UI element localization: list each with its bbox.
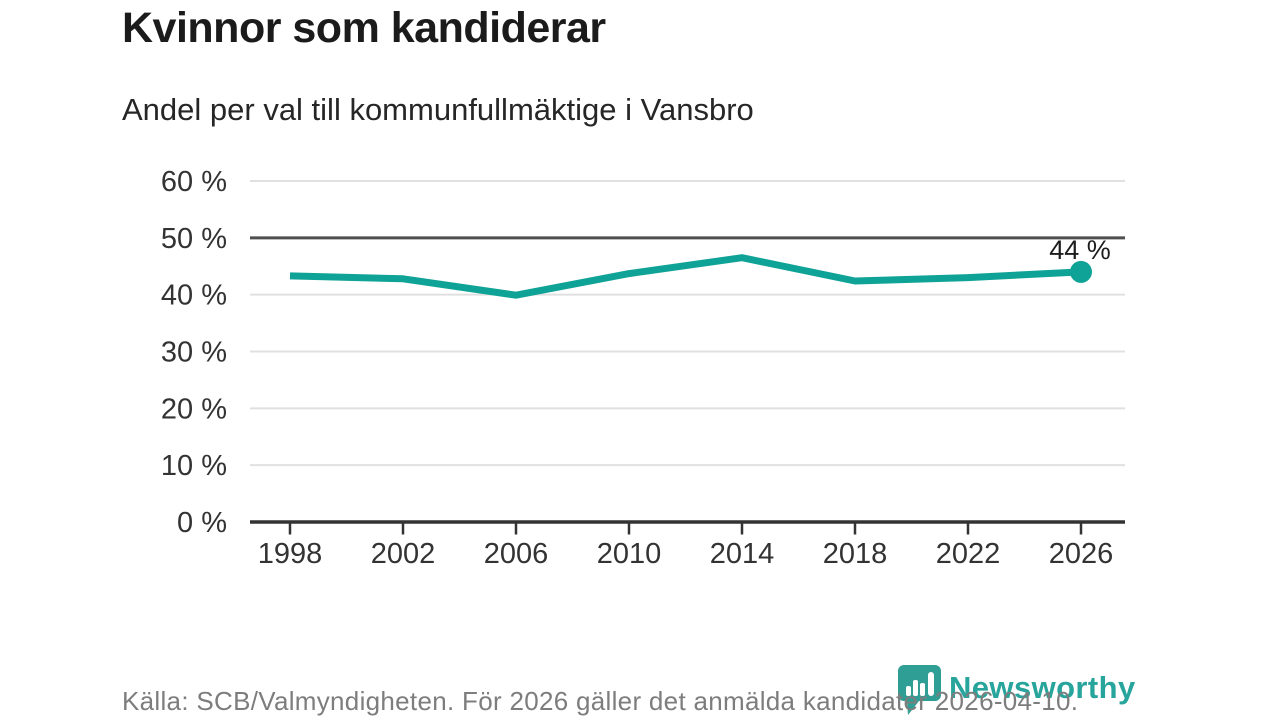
y-axis-label: 60 % bbox=[161, 166, 227, 198]
y-axis-label: 0 % bbox=[177, 507, 227, 539]
source-note: Källa: SCB/Valmyndigheten. För 2026 gäll… bbox=[122, 686, 1079, 716]
bar-4 bbox=[928, 672, 934, 696]
newsworthy-logo: Newsworthy bbox=[897, 665, 1136, 718]
chart-subtitle: Andel per val till kommunfullmäktige i V… bbox=[122, 92, 754, 127]
data-line bbox=[289, 254, 1082, 299]
x-axis-label: 2010 bbox=[597, 538, 662, 570]
end-point-marker bbox=[1070, 260, 1092, 283]
bar-1 bbox=[906, 686, 911, 696]
x-axis-label: 2002 bbox=[371, 538, 436, 570]
y-axis-label: 10 % bbox=[161, 450, 227, 482]
x-axis-label: 2018 bbox=[823, 538, 888, 570]
bar-chart-pin-icon bbox=[898, 665, 941, 715]
y-axis-label: 30 % bbox=[161, 337, 227, 369]
x-axis-label: 2026 bbox=[1049, 538, 1114, 570]
x-axis-label: 2006 bbox=[484, 538, 549, 570]
y-axis-label: 40 % bbox=[161, 280, 227, 312]
y-axis-label: 50 % bbox=[161, 223, 227, 255]
end-point-value-label: 44 % bbox=[1049, 235, 1111, 265]
bar-2 bbox=[913, 680, 918, 696]
x-axis-label: 1998 bbox=[258, 538, 323, 570]
x-axis-label: 2014 bbox=[710, 538, 775, 570]
bar-3 bbox=[920, 683, 925, 696]
chart-title: Kvinnor som kandiderar bbox=[122, 4, 606, 52]
newsworthy-logo-text: Newsworthy bbox=[949, 670, 1136, 705]
y-axis-label: 20 % bbox=[161, 393, 227, 425]
x-axis-label: 2022 bbox=[936, 538, 1001, 570]
